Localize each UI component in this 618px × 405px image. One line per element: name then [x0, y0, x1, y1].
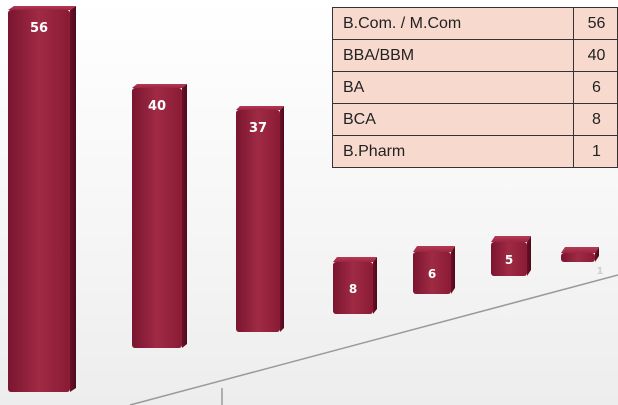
table-cell-label: B.Com. / M.Com — [332, 7, 574, 40]
bar-top — [132, 84, 187, 88]
bar: 1 — [561, 247, 604, 277]
table-cell-value: 40 — [573, 39, 618, 72]
bar-top — [8, 6, 76, 10]
bar-side — [280, 106, 284, 332]
bar-value-label: 1 — [597, 266, 604, 277]
table-row: BA 6 — [332, 71, 618, 104]
bar-value-label: 56 — [30, 21, 48, 36]
bar: 40 — [132, 84, 187, 348]
bar-side — [451, 246, 455, 294]
bar: 5 — [491, 236, 531, 276]
bar-front — [491, 242, 527, 276]
bar-top — [491, 236, 531, 242]
floor-line-front — [129, 274, 618, 405]
bar-top — [561, 247, 599, 253]
bar-front — [8, 10, 70, 392]
data-table: B.Com. / M.Com 56 BBA/BBM 40 BA 6 BCA 8 B.Pharm 1 — [332, 7, 618, 168]
bar-front — [132, 88, 182, 348]
bar: 56 — [8, 6, 76, 392]
bar-top — [236, 106, 284, 110]
bar-value-label: 37 — [249, 121, 267, 136]
bar: 6 — [413, 246, 455, 294]
bar-top — [333, 257, 377, 262]
bar-value-label: 5 — [505, 253, 513, 267]
table-cell-value: 1 — [573, 135, 618, 168]
table-cell-label: BA — [332, 71, 574, 104]
table-row: BCA 8 — [332, 103, 618, 136]
bars-group: 56 40 37 8 6 5 1 — [8, 6, 604, 392]
table-cell-value: 56 — [573, 7, 618, 40]
bar-side — [373, 257, 377, 314]
bar-front — [561, 253, 595, 262]
bar-value-label: 8 — [349, 282, 357, 296]
bar-side — [70, 6, 76, 392]
bar-value-label: 6 — [428, 267, 436, 281]
table-cell-value: 6 — [573, 71, 618, 104]
bar-front — [413, 252, 451, 294]
table-cell-label: BCA — [332, 103, 574, 136]
bar-top — [413, 246, 455, 252]
table-row: BBA/BBM 40 — [332, 39, 618, 72]
bar-front — [236, 110, 280, 332]
bar-value-label: 40 — [148, 99, 166, 114]
table-cell-label: B.Pharm — [332, 135, 574, 168]
table-cell-value: 8 — [573, 103, 618, 136]
bar: 8 — [333, 257, 377, 314]
bar-side — [595, 247, 599, 262]
bar: 37 — [236, 106, 284, 332]
table-cell-label: BBA/BBM — [332, 39, 574, 72]
bar-side — [527, 236, 531, 276]
bar-side — [182, 84, 187, 348]
table-row: B.Pharm 1 — [332, 135, 618, 168]
table-row: B.Com. / M.Com 56 — [332, 7, 618, 40]
bar-front — [333, 262, 373, 314]
